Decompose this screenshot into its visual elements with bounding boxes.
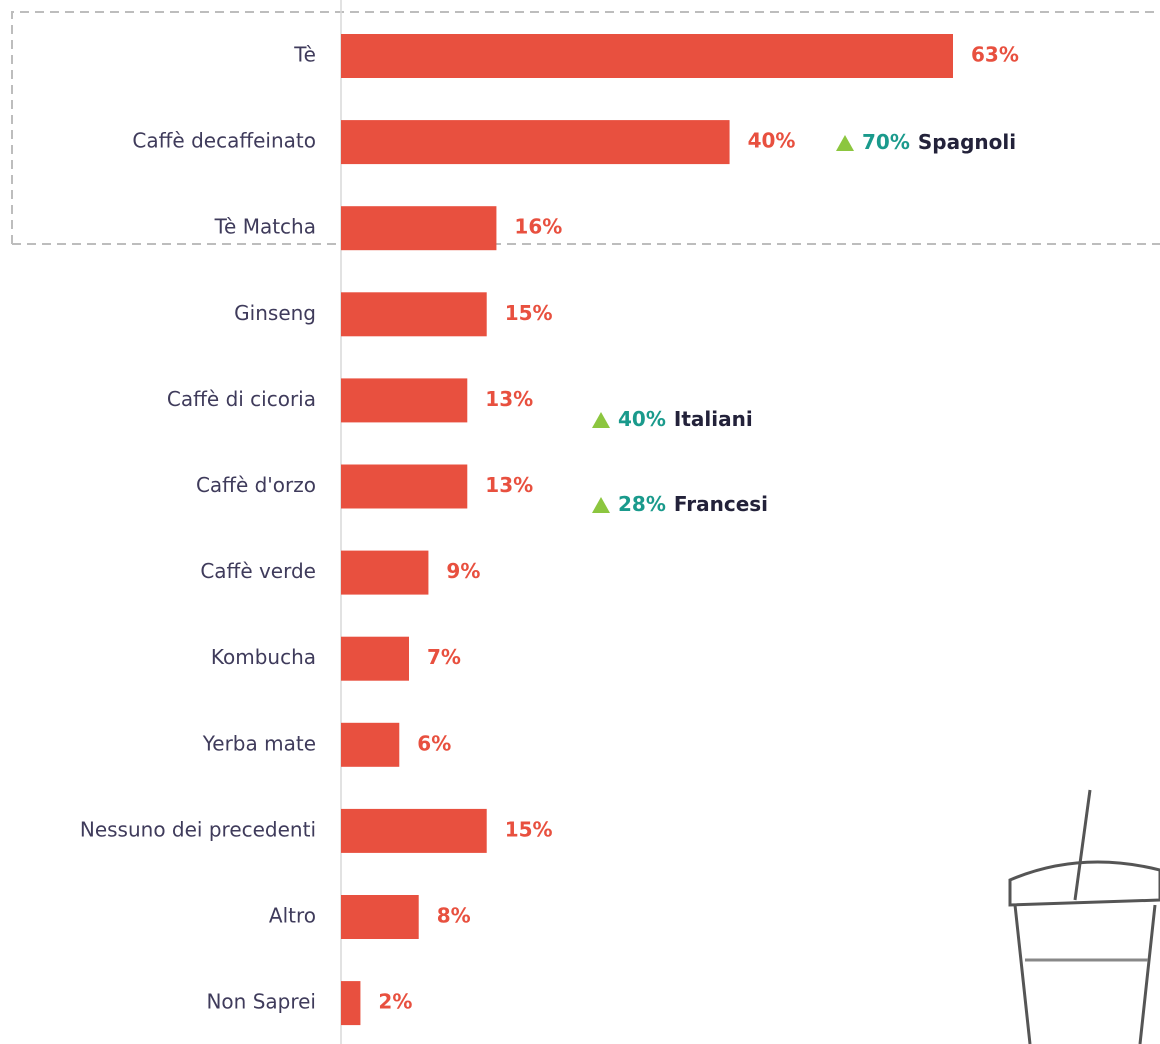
category-label: Caffè d'orzo — [196, 473, 316, 497]
category-label: Kombucha — [211, 645, 316, 669]
value-label: 15% — [505, 817, 553, 841]
annotation-label: Spagnoli — [918, 130, 1016, 154]
value-label: 13% — [485, 473, 533, 497]
category-label: Ginseng — [234, 301, 316, 325]
highlight-box — [11, 11, 1160, 245]
value-label: 15% — [505, 301, 553, 325]
value-label: 9% — [446, 559, 480, 583]
value-label: 8% — [437, 904, 471, 928]
triangle-icon — [592, 412, 610, 428]
triangle-icon — [836, 135, 854, 151]
annotation-value: 70% — [862, 130, 910, 154]
bar — [341, 550, 429, 595]
category-label: Caffè decaffeinato — [132, 129, 316, 153]
bar — [341, 378, 468, 423]
annotation: 28% Francesi — [618, 492, 768, 516]
bar — [341, 464, 468, 509]
value-label: 63% — [971, 43, 1019, 67]
annotation-value: 28% — [618, 492, 666, 516]
value-label: 2% — [378, 990, 412, 1014]
category-label: Altro — [269, 904, 316, 928]
bar — [341, 981, 361, 1026]
bar — [341, 292, 487, 337]
bar — [341, 120, 730, 165]
bar — [341, 636, 409, 681]
bar — [341, 895, 419, 939]
annotation: 70% Spagnoli — [862, 130, 1016, 154]
category-label: Nessuno dei precedenti — [80, 817, 316, 841]
annotation-label: Francesi — [674, 492, 768, 516]
value-label: 16% — [514, 215, 562, 239]
value-label: 40% — [748, 129, 796, 153]
annotation-label: Italiani — [674, 407, 753, 431]
annotation-value: 40% — [618, 407, 666, 431]
annotations: 70% Spagnoli 40% Italiani 28% Francesi — [592, 130, 1016, 516]
category-label: Caffè verde — [200, 559, 316, 583]
category-label: Yerba mate — [202, 731, 316, 755]
bar — [341, 808, 487, 853]
bar — [341, 206, 497, 251]
annotation: 40% Italiani — [618, 407, 753, 431]
category-label: Tè — [293, 43, 316, 67]
value-label: 6% — [417, 731, 451, 755]
value-label: 13% — [485, 387, 533, 411]
category-label: Non Saprei — [206, 990, 316, 1014]
triangle-icon — [592, 497, 610, 513]
category-label: Tè Matcha — [214, 215, 316, 239]
category-label: Caffè di cicoria — [167, 387, 316, 411]
bar — [341, 34, 953, 78]
bar — [341, 722, 400, 767]
value-label: 7% — [427, 645, 461, 669]
cup-illustration — [1008, 789, 1160, 1044]
